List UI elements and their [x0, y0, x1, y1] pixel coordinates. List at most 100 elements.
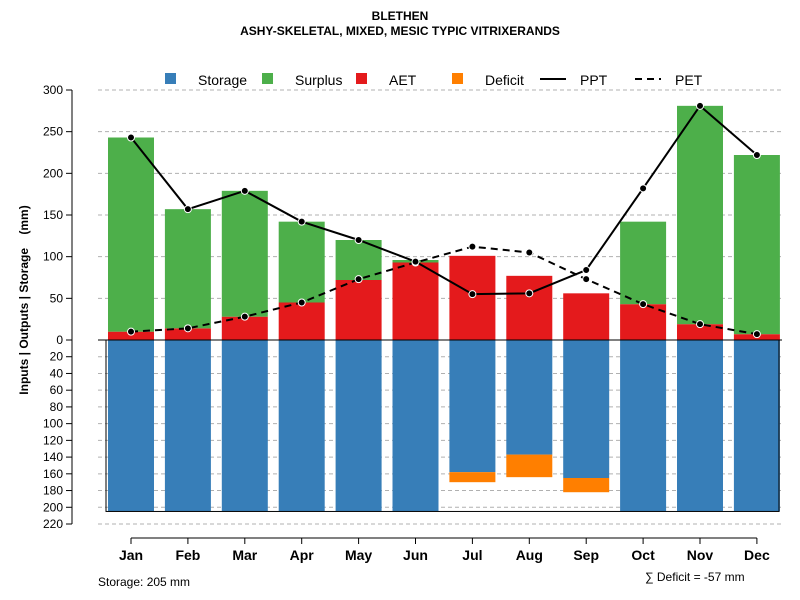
y-tick-label: 120 [43, 433, 63, 447]
storage-bar [164, 340, 211, 512]
y-tick-label: 80 [50, 400, 64, 414]
legend-storage-label: Storage [198, 72, 247, 88]
storage-bar [392, 340, 439, 512]
pet-point [525, 248, 534, 257]
ppt-point [468, 290, 477, 299]
y-tick-label: 180 [43, 484, 63, 498]
x-tick-label: Apr [290, 547, 315, 563]
storage-bar [677, 340, 723, 512]
storage-bar [733, 340, 780, 512]
aet-bar [278, 302, 325, 340]
ppt-point [240, 186, 249, 195]
ppt-point [127, 133, 135, 142]
y-tick-label: 20 [50, 350, 64, 364]
deficit-bar [563, 478, 610, 493]
grid-lines [98, 89, 782, 525]
x-tick-label: Jun [403, 547, 428, 563]
legend-deficit-swatch [452, 73, 463, 84]
deficit-note: ∑ Deficit = -57 mm [645, 570, 745, 584]
deficit-bar [449, 472, 496, 483]
y-tick-label: 40 [50, 366, 64, 380]
x-tick-label: Jan [119, 547, 143, 563]
y-tick-label: 150 [43, 208, 63, 222]
pet-point [183, 324, 192, 333]
aet-bar [164, 328, 211, 340]
pet-point [127, 327, 135, 336]
x-tick-label: May [345, 547, 372, 563]
legend-ppt-label: PPT [580, 72, 608, 88]
bars [98, 105, 782, 512]
x-tick-label: Mar [232, 547, 257, 563]
y-tick-label: 100 [43, 250, 63, 264]
y-axis-label: Inputs | Outputs | Storage (mm) [17, 205, 31, 394]
ppt-point [582, 266, 591, 274]
surplus-bar [164, 209, 211, 329]
aet-bar [392, 262, 439, 340]
x-tick-label: Feb [175, 547, 200, 563]
legend-storage-swatch [165, 73, 176, 84]
y-tick-label: 300 [43, 83, 63, 97]
deficit-bar [506, 454, 553, 478]
aet-bar [677, 324, 723, 340]
x-tick-label: Nov [687, 547, 714, 563]
pet-point [582, 275, 591, 284]
x-tick-label: Dec [744, 547, 770, 563]
ppt-point [354, 236, 363, 244]
pet-point [297, 298, 306, 307]
aet-bar [563, 293, 610, 340]
pet-point [354, 275, 363, 284]
ppt-point [183, 205, 192, 214]
storage-bar [506, 340, 553, 455]
y-tick-label: 50 [50, 291, 64, 305]
aet-bar [506, 275, 553, 340]
storage-note: Storage: 205 mm [98, 575, 191, 589]
storage-bar [563, 340, 610, 478]
surplus-bar [733, 155, 780, 335]
storage-bar [221, 340, 268, 512]
lines [127, 101, 761, 339]
aet-bar [335, 280, 382, 340]
pet-line [130, 245, 758, 336]
surplus-bar [108, 137, 154, 332]
pet-point [639, 300, 648, 309]
y-tick-label: 60 [50, 383, 64, 397]
y-tick-label: 140 [43, 450, 63, 464]
x-tick-label: Jul [462, 547, 482, 563]
surplus-bar [677, 105, 723, 325]
legend: Storage Surplus AET Deficit PPT PET [165, 72, 703, 88]
ppt-line [130, 104, 758, 296]
legend-aet-label: AET [389, 72, 417, 88]
surplus-bar [278, 221, 325, 303]
storage-bar [620, 340, 667, 512]
chart-title: BLETHEN [371, 9, 429, 23]
legend-pet-label: PET [675, 72, 703, 88]
legend-surplus-label: Surplus [295, 72, 342, 88]
aet-bar [221, 316, 268, 340]
x-tick-label: Aug [516, 547, 543, 563]
surplus-bar [620, 221, 667, 305]
pet-point [468, 242, 477, 251]
y-tick-label: 200 [43, 500, 63, 514]
storage-bar [449, 340, 496, 473]
y-tick-label: 160 [43, 467, 63, 481]
pet-point [752, 330, 761, 339]
ppt-point [639, 184, 648, 193]
chart-subtitle: ASHY-SKELETAL, MIXED, MESIC TYPIC VITRIX… [240, 24, 560, 38]
y-tick-label: 100 [43, 417, 63, 431]
x-tick-label: Oct [631, 547, 655, 563]
axes: 0 50 100 150 200 250 300 20 40 60 80 100 120 140 160 18… [17, 83, 770, 563]
storage-bar [108, 340, 154, 512]
aet-bar [108, 331, 154, 340]
legend-deficit-label: Deficit [485, 72, 524, 88]
y-tick-label: 220 [43, 517, 63, 531]
legend-aet-swatch [356, 73, 367, 84]
legend-surplus-swatch [262, 73, 273, 84]
pet-point [240, 312, 249, 321]
storage-bar [335, 340, 382, 512]
y-tick-label: 0 [56, 333, 63, 347]
ppt-point [525, 289, 534, 298]
ppt-point [752, 151, 761, 159]
ppt-point [297, 217, 306, 226]
y-tick-label: 200 [43, 166, 63, 180]
